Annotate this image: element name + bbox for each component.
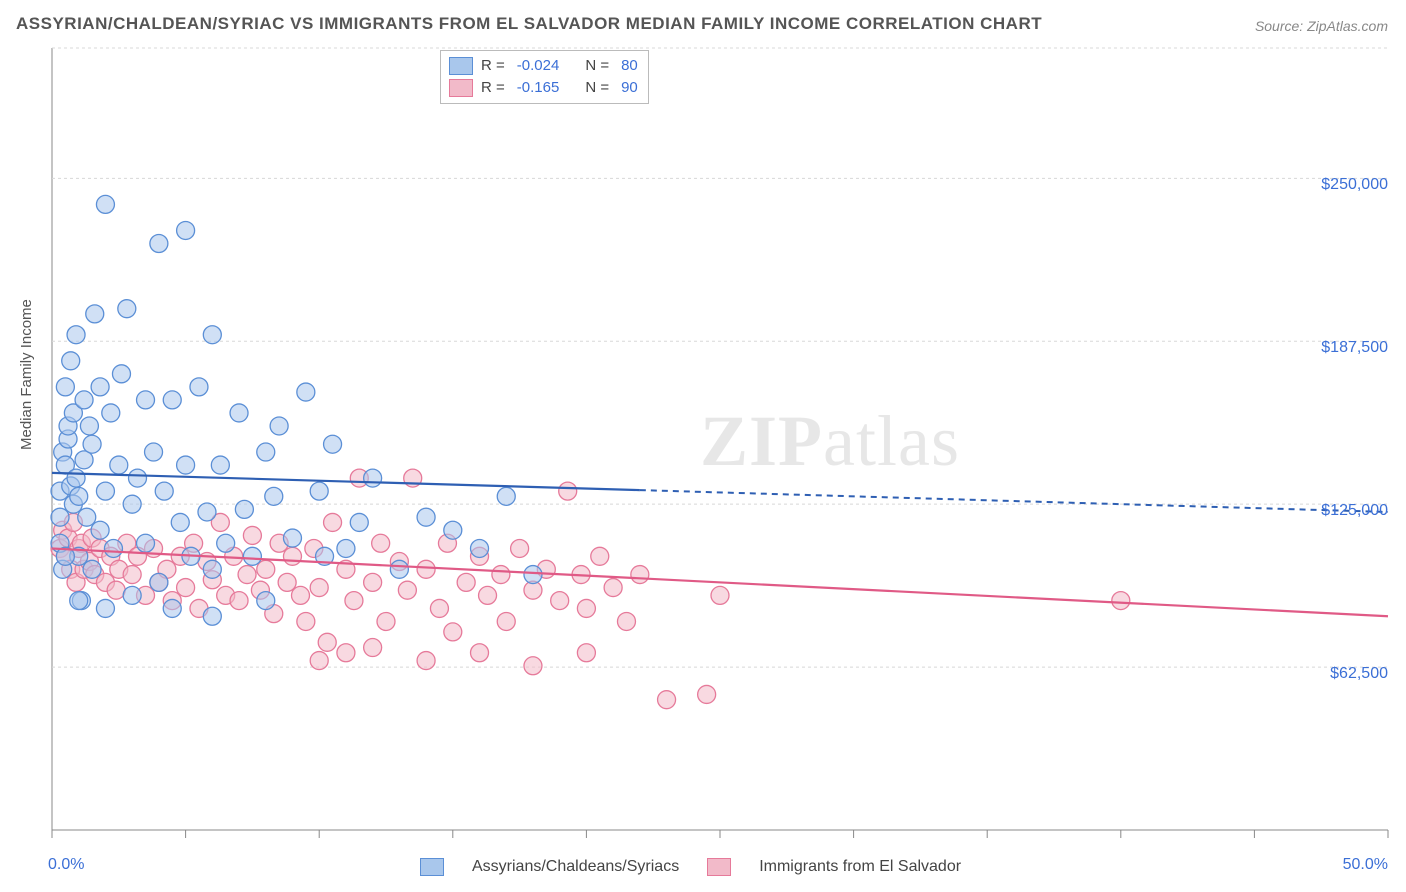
legend-swatch-series1 — [449, 57, 473, 75]
n-value-series2: 90 — [621, 77, 638, 99]
n-label: N = — [585, 55, 609, 77]
r-value-series1: -0.024 — [517, 55, 560, 77]
legend-label-series2: Immigrants from El Salvador — [759, 858, 961, 876]
n-label: N = — [585, 77, 609, 99]
x-axis-max-label: 50.0% — [1343, 856, 1388, 874]
y-axis-tick-label: $250,000 — [1321, 176, 1388, 194]
legend-swatch-series2 — [707, 858, 731, 876]
n-value-series1: 80 — [621, 55, 638, 77]
legend-label-series1: Assyrians/Chaldeans/Syriacs — [472, 858, 679, 876]
y-axis-tick-label: $62,500 — [1330, 665, 1388, 683]
chart-container: ASSYRIAN/CHALDEAN/SYRIAC VS IMMIGRANTS F… — [0, 0, 1406, 892]
chart-svg — [0, 0, 1406, 892]
x-axis-min-label: 0.0% — [48, 856, 84, 874]
r-value-series2: -0.165 — [517, 77, 560, 99]
stats-legend: R = -0.024 N = 80 R = -0.165 N = 90 — [440, 50, 649, 104]
y-axis-tick-label: $125,000 — [1321, 502, 1388, 520]
stats-legend-row: R = -0.165 N = 90 — [449, 77, 638, 99]
bottom-legend: Assyrians/Chaldeans/Syriacs Immigrants f… — [420, 858, 961, 876]
r-label: R = — [481, 77, 505, 99]
stats-legend-row: R = -0.024 N = 80 — [449, 55, 638, 77]
legend-swatch-series1 — [420, 858, 444, 876]
legend-swatch-series2 — [449, 79, 473, 97]
r-label: R = — [481, 55, 505, 77]
y-axis-tick-label: $187,500 — [1321, 339, 1388, 357]
